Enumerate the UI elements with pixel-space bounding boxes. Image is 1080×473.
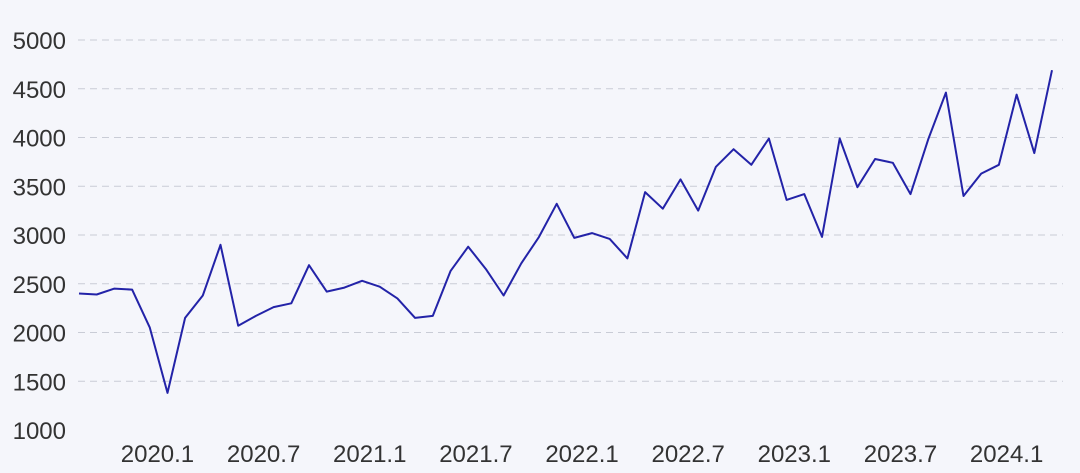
- grid-lines: [78, 39, 1063, 382]
- y-axis-ticks: 1000 1500 2000 2500 3000 3500 4000 4500 5000: [13, 28, 66, 445]
- y-tick-label: 2500: [13, 272, 66, 299]
- x-tick-label: 2024.1: [970, 441, 1043, 468]
- x-tick-label: 2022.7: [651, 441, 724, 468]
- y-tick-label: 2000: [13, 321, 66, 348]
- x-tick-label: 2020.7: [227, 441, 300, 468]
- y-tick-label: 3000: [13, 223, 66, 250]
- x-tick-label: 2020.1: [121, 441, 194, 468]
- series-line: [78, 69, 1053, 394]
- x-tick-label: 2023.1: [758, 441, 831, 468]
- x-tick-label: 2022.1: [545, 441, 618, 468]
- x-tick-label: 2023.7: [864, 441, 937, 468]
- y-tick-label: 1000: [13, 418, 66, 445]
- y-tick-label: 1500: [13, 369, 66, 396]
- x-axis-ticks: 2020.1 2020.7 2021.1 2021.7 2022.1 2022.7 2023…: [121, 441, 1044, 468]
- y-tick-label: 4000: [13, 126, 66, 153]
- y-tick-label: 3500: [13, 174, 66, 201]
- x-tick-label: 2021.7: [439, 441, 512, 468]
- x-tick-label: 2021.1: [333, 441, 406, 468]
- y-tick-label: 4500: [13, 77, 66, 104]
- y-tick-label: 5000: [13, 28, 66, 55]
